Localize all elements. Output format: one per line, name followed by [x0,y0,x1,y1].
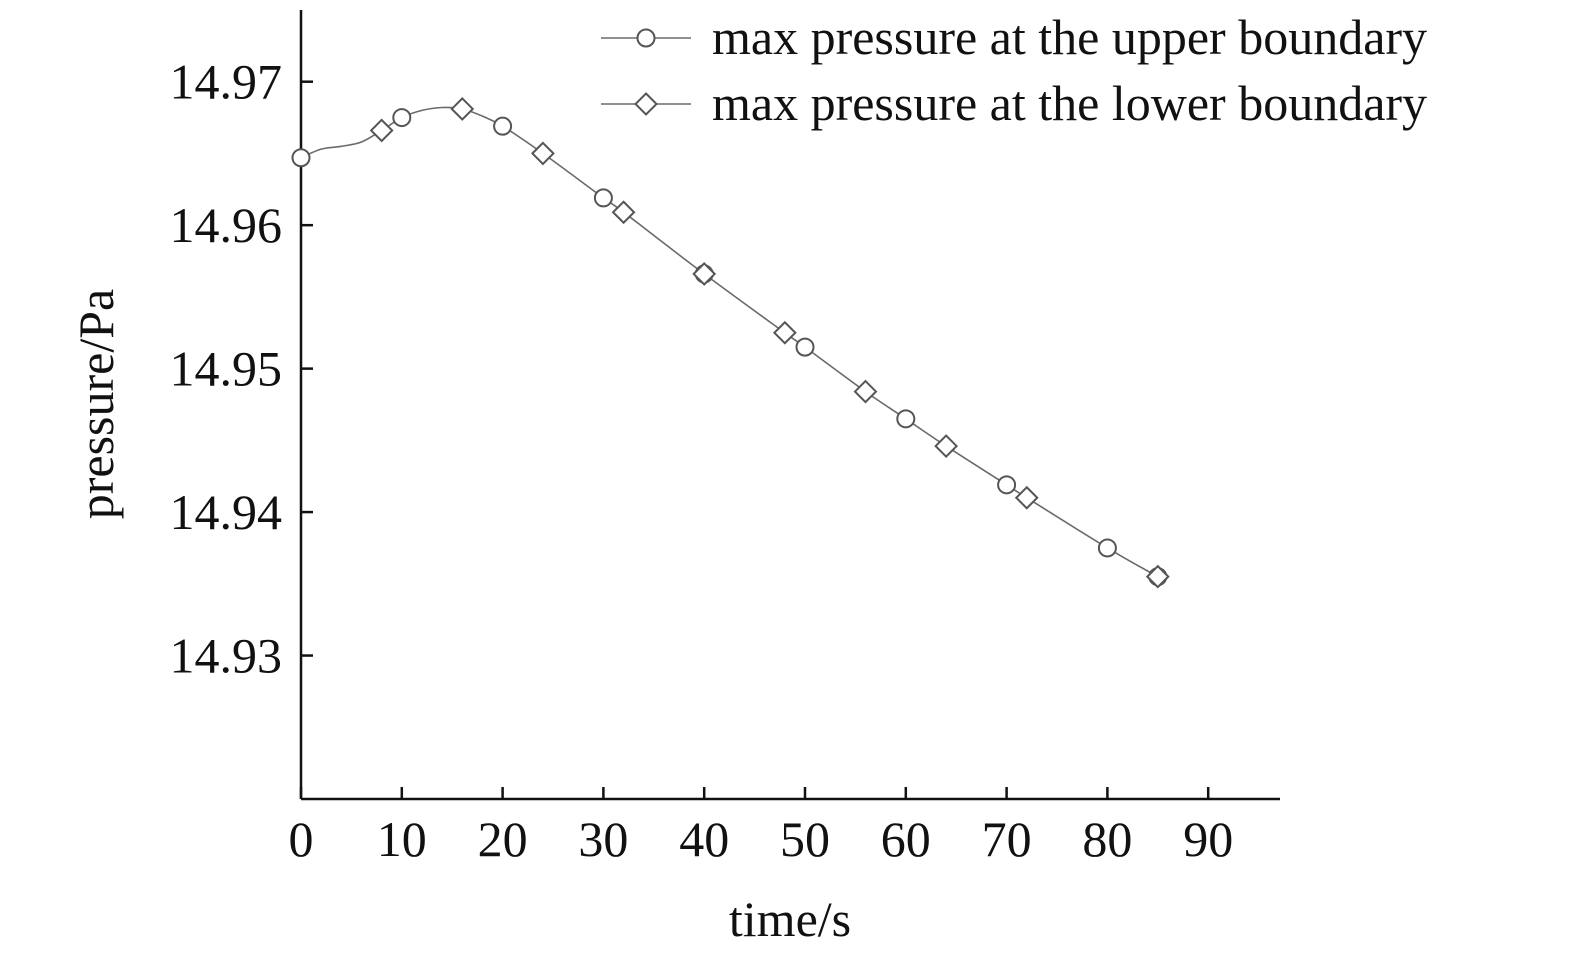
circle-data-point [493,116,513,136]
x-tick-label: 60 [881,811,931,867]
diamond-data-point [934,434,959,459]
diamond-data-point [450,97,475,121]
series-upper-points [291,108,1168,587]
legend-marker-lower [634,92,658,116]
diamond-data-point [1014,485,1039,510]
y-tick-label: 14.95 [170,341,283,397]
diamond-data-point [611,200,636,225]
legend-marker-symbol [636,28,656,48]
circle-data-point [593,188,613,208]
diamond-data-point [1145,564,1170,589]
y-tick-label: 14.94 [170,484,283,540]
series-lower-points [369,97,1170,589]
circle-data-point [392,108,412,128]
legend-marker-upper [636,28,656,48]
diamond-data-point [853,379,878,404]
axes [299,10,1280,801]
ticks: 0 10 20 30 40 50 60 70 80 90 14.93 14.94 14.95 14.96 1… [170,54,1234,867]
legend-item-upper: max pressure at the upper boundary [601,9,1427,65]
diamond-data-point [531,141,555,166]
legend-label-upper: max pressure at the upper boundary [712,9,1427,65]
circle-data-point [1097,538,1117,558]
circle-data-point [896,409,916,429]
x-tick-label: 50 [780,811,830,867]
diamond-data-point [692,262,717,286]
diamond-data-point [772,320,797,345]
x-tick-label: 40 [679,811,729,867]
x-axis-title: time/s [729,891,851,947]
x-tick-label: 90 [1183,811,1233,867]
circle-data-point [795,337,815,357]
x-tick-label: 0 [289,811,314,867]
legend-marker-symbol [634,92,658,116]
circle-data-point [291,148,311,168]
circle-data-point [997,475,1017,495]
y-axis-title: pressure/Pa [68,289,124,520]
x-tick-label: 80 [1082,811,1132,867]
x-tick-label: 10 [377,811,427,867]
y-tick-label: 14.97 [170,54,283,110]
x-tick-label: 70 [982,811,1032,867]
y-tick-label: 14.96 [170,197,283,253]
series [291,97,1170,589]
legend-label-lower: max pressure at the lower boundary [712,75,1427,131]
legend: max pressure at the upper boundary max p… [601,9,1427,131]
y-tick-label: 14.93 [170,628,283,684]
x-tick-label: 20 [478,811,528,867]
x-tick-label: 30 [578,811,628,867]
legend-item-lower: max pressure at the lower boundary [601,75,1427,131]
diamond-data-point [369,118,394,143]
